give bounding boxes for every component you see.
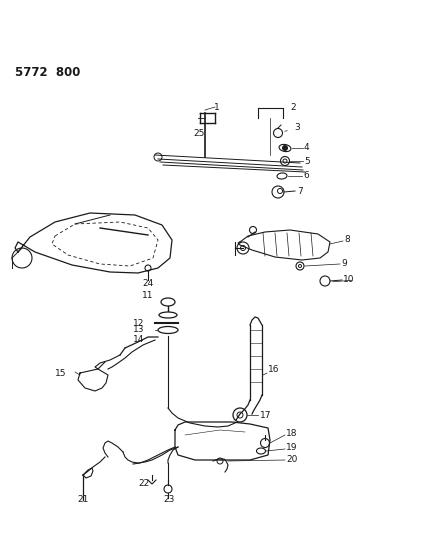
Ellipse shape <box>158 327 178 334</box>
Text: 20: 20 <box>286 455 297 464</box>
Text: 6: 6 <box>303 172 309 181</box>
Ellipse shape <box>159 312 177 318</box>
Text: 22: 22 <box>138 479 149 488</box>
Text: 24: 24 <box>142 279 153 287</box>
Text: 4: 4 <box>304 143 309 152</box>
Text: 16: 16 <box>268 366 279 375</box>
Text: 19: 19 <box>286 443 297 453</box>
Circle shape <box>282 146 288 150</box>
Text: 9: 9 <box>341 259 347 268</box>
Text: 2: 2 <box>290 102 296 111</box>
Text: 18: 18 <box>286 430 297 439</box>
Text: 23: 23 <box>163 495 174 504</box>
Text: 10: 10 <box>343 274 354 284</box>
Text: 13: 13 <box>133 326 145 335</box>
Text: 7: 7 <box>297 187 303 196</box>
Text: 8: 8 <box>344 236 350 245</box>
Text: 11: 11 <box>142 290 154 300</box>
Ellipse shape <box>161 298 175 306</box>
Text: 1: 1 <box>214 102 220 111</box>
Text: 21: 21 <box>77 496 88 505</box>
Text: 3: 3 <box>294 124 300 133</box>
Text: 12: 12 <box>133 319 144 327</box>
Ellipse shape <box>256 448 265 454</box>
Text: 14: 14 <box>133 335 144 344</box>
Text: 15: 15 <box>55 368 66 377</box>
Ellipse shape <box>279 144 291 151</box>
Text: 5772  800: 5772 800 <box>15 66 80 78</box>
Ellipse shape <box>277 173 287 179</box>
Text: 5: 5 <box>304 157 310 166</box>
Text: 17: 17 <box>260 410 271 419</box>
Text: 25: 25 <box>193 128 205 138</box>
